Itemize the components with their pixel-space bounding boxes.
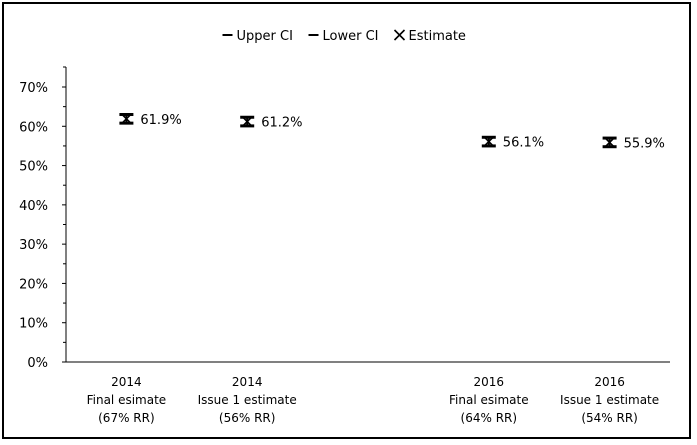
y-tick-label: 70%	[19, 81, 48, 96]
data-label: 61.2%	[261, 116, 302, 131]
x-tick-label: 2014 Issue 1 estimate (56% RR)	[198, 375, 297, 425]
estimate-marker	[605, 137, 615, 147]
y-tick-label: 30%	[19, 238, 48, 253]
chart-frame	[2, 2, 691, 439]
y-tick-label: 10%	[19, 317, 48, 332]
estimate-marker	[484, 137, 494, 147]
data-label: 55.9%	[624, 136, 665, 151]
y-tick-label: 50%	[19, 160, 48, 175]
data-point: 61.9%	[119, 113, 182, 128]
x-tick-label: 2016 Final esimate (64% RR)	[449, 375, 529, 425]
data-point: 56.1%	[481, 136, 544, 151]
y-tick-label: 60%	[19, 120, 48, 135]
data-point: 55.9%	[602, 136, 665, 151]
legend-label: Upper CI	[237, 29, 293, 44]
x-axis: 2014 Final esimate (67% RR) 2014 Issue 1 est…	[66, 361, 670, 425]
legend-label: Estimate	[409, 29, 466, 44]
legend-x-symbol	[393, 29, 406, 41]
legend-entry: Lower CI	[308, 29, 379, 44]
y-tick-label: 0%	[27, 356, 48, 371]
data-point: 61.2%	[240, 116, 303, 131]
chart-legend: Upper CI Lower CI Estimate	[222, 29, 466, 44]
legend-entry: Upper CI	[222, 29, 293, 44]
data-label: 61.9%	[140, 113, 181, 128]
y-tick-label: 20%	[19, 277, 48, 292]
estimate-marker	[242, 117, 252, 127]
data-label: 56.1%	[503, 136, 544, 151]
x-tick-label: 2014 Final esimate (67% RR)	[87, 375, 167, 425]
y-tick-label: 40%	[19, 199, 48, 214]
estimate-marker	[121, 114, 131, 124]
chart-marks: 61.9% 61.2% 56.1% 55.9%	[119, 113, 665, 151]
x-tick-label: 2016 Issue 1 estimate (54% RR)	[560, 375, 659, 425]
y-axis: 0% 10% 20% 30% 40% 50% 60% 70%	[19, 66, 67, 371]
legend-label: Lower CI	[323, 29, 379, 44]
legend-entry: Estimate	[393, 29, 466, 44]
